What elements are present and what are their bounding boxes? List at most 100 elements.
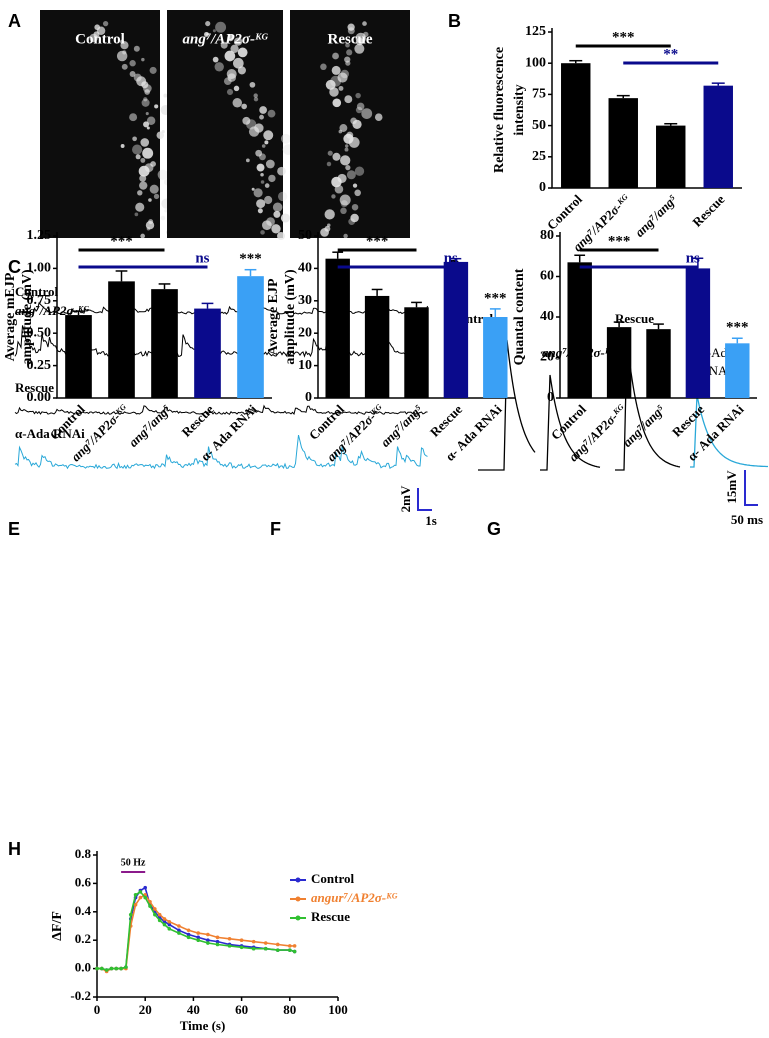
bouton (263, 130, 274, 141)
bouton (223, 77, 232, 86)
point (206, 932, 210, 937)
bouton (345, 144, 349, 148)
bouton (332, 152, 341, 161)
bar (65, 315, 92, 398)
bouton (153, 193, 160, 200)
bouton (354, 43, 365, 54)
point (167, 919, 172, 924)
point (109, 966, 114, 971)
bouton (148, 198, 152, 202)
point (239, 938, 244, 942)
bar (646, 329, 671, 398)
bouton (260, 173, 264, 177)
bouton (157, 169, 168, 180)
bouton (265, 159, 275, 169)
bouton (355, 106, 363, 114)
bouton (164, 209, 168, 213)
bouton (259, 114, 264, 120)
y-tick-label: 1.25 (27, 228, 52, 243)
bouton (139, 181, 148, 190)
y-tick-label: 50 (298, 228, 312, 243)
bouton (324, 209, 335, 220)
bouton (227, 34, 234, 42)
image-label: ang⁷/AP2σ-ᴷᴳ (183, 31, 269, 47)
point (196, 935, 201, 940)
bouton (248, 126, 260, 137)
bouton (140, 157, 146, 163)
significance-label: *** (366, 233, 389, 249)
point (157, 918, 162, 923)
trace (14, 434, 428, 470)
point (167, 922, 172, 927)
scale-label: 15mV (724, 470, 739, 504)
x-tick-label: Control (544, 191, 585, 232)
bar-annotation: *** (726, 320, 749, 336)
bar (237, 276, 264, 398)
bouton (348, 136, 360, 148)
bouton (214, 62, 224, 72)
bouton (347, 27, 355, 35)
x-tick-label: 60 (235, 1002, 248, 1017)
bar (608, 98, 638, 188)
bouton (350, 213, 359, 223)
bar (364, 295, 390, 398)
legend-label: angur⁷/AP2σ-ᴷᴳ (311, 890, 397, 905)
x-tick-label: 80 (283, 1002, 296, 1017)
point (124, 965, 128, 969)
panel-label: E (8, 519, 20, 539)
bouton (233, 57, 244, 69)
legend-label: Control (311, 871, 354, 886)
y-tick-label: 0 (547, 390, 554, 405)
bar (561, 63, 591, 189)
y-tick-label: 125 (525, 24, 546, 39)
point (186, 928, 191, 933)
bouton (226, 88, 234, 96)
y-tick-label: 60 (540, 269, 554, 284)
bouton (134, 212, 139, 217)
point (177, 928, 181, 933)
y-axis-label: amplitude (mV) (20, 269, 35, 365)
x-tick-label: Rescue (689, 191, 727, 229)
trace-label: α-Ada RNAi (15, 426, 85, 441)
bouton (334, 184, 344, 194)
y-tick-label: 0.0 (75, 960, 91, 975)
point (292, 944, 297, 948)
point (162, 917, 167, 921)
x-tick-label: 40 (187, 1002, 200, 1017)
bouton (139, 174, 147, 182)
bouton (89, 33, 98, 43)
point (148, 900, 152, 904)
x-tick-label: Rescue (179, 401, 217, 439)
point (114, 966, 119, 971)
bouton (237, 47, 248, 58)
bouton (220, 41, 228, 49)
trace (15, 302, 428, 315)
scale-bar (744, 470, 758, 506)
bouton (141, 98, 150, 107)
point (133, 892, 138, 897)
y-tick-label: 40 (298, 261, 312, 276)
y-axis-label: Relative fluorescence (492, 47, 507, 173)
panel-label: C (8, 257, 21, 277)
bouton (352, 119, 362, 130)
bouton (272, 202, 283, 212)
epsp-trace (615, 339, 681, 471)
y-tick-label: 0.8 (75, 846, 92, 861)
y-tick-label: 10 (298, 358, 312, 373)
bouton (327, 150, 333, 156)
bouton (132, 144, 143, 155)
point (206, 941, 210, 945)
point (177, 924, 181, 928)
significance-label: *** (612, 29, 635, 45)
bouton (260, 180, 265, 184)
bouton (262, 220, 272, 231)
bouton (273, 210, 281, 218)
bouton (245, 158, 250, 163)
x-tick-label: 0 (94, 1002, 101, 1017)
bar (404, 307, 429, 398)
bouton (120, 41, 129, 50)
point (288, 948, 292, 952)
bouton (135, 202, 145, 212)
y-tick-label: -0.2 (70, 988, 91, 1003)
significance-label: ns (686, 250, 700, 266)
